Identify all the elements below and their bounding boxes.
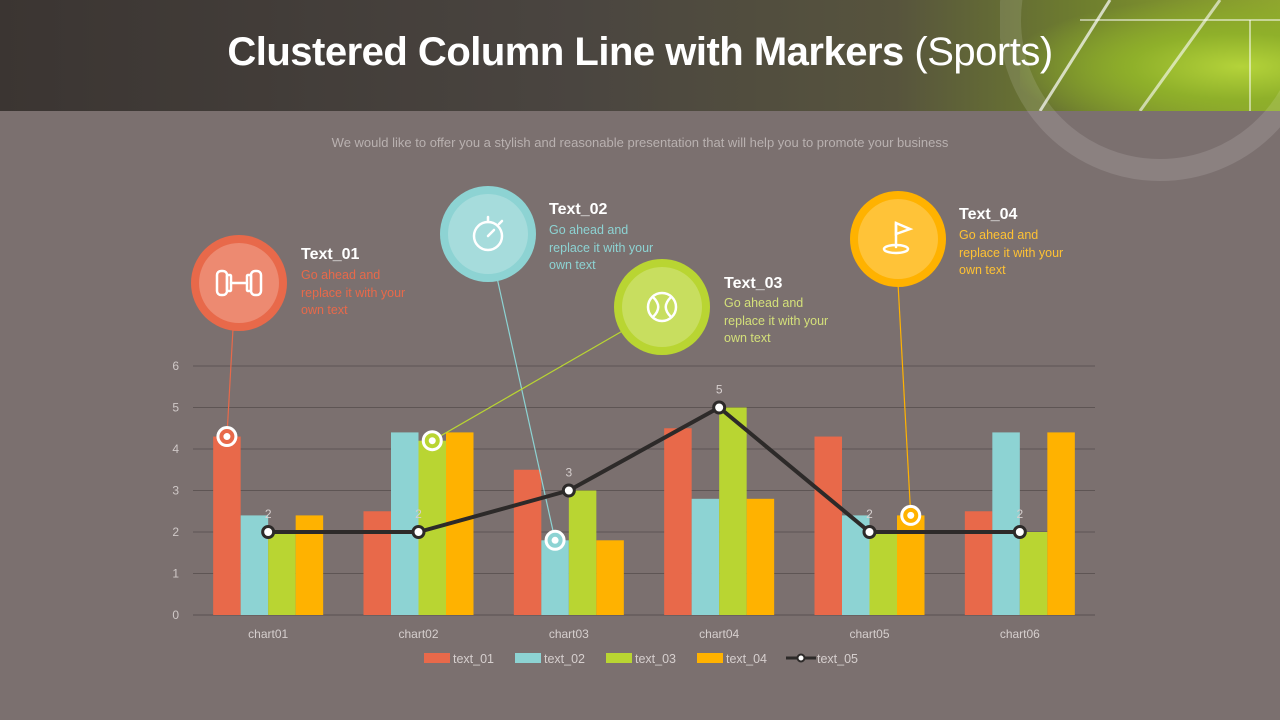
bar-text_04-chart04 <box>746 498 775 615</box>
bar-text_02-chart02 <box>391 432 419 615</box>
golf-flag-icon <box>882 221 914 255</box>
bar-text_03-chart05 <box>869 532 897 615</box>
callout-bubble-inner <box>858 199 938 279</box>
callout-title-text-03: Text_03 <box>724 275 783 292</box>
legend-swatch-text_04 <box>697 653 723 663</box>
y-tick-label: 4 <box>172 442 179 456</box>
bar-text_01-chart01 <box>213 436 241 615</box>
page-subtitle: We would like to offer you a stylish and… <box>331 135 949 150</box>
tennis-court-image <box>1020 0 1280 111</box>
callout-connector <box>226 310 235 437</box>
line-marker <box>261 525 276 539</box>
callout-target-dot <box>223 433 231 441</box>
flag <box>894 221 914 236</box>
x-tick-label: chart05 <box>849 627 889 641</box>
callout-title-text-01: Text_01 <box>301 246 360 263</box>
legend-label-text_03: text_03 <box>635 652 676 666</box>
ball-outline <box>646 291 678 323</box>
callout-bubble-outer <box>850 191 946 287</box>
y-tick-label: 0 <box>172 608 179 622</box>
callout-bubble-outer <box>440 186 536 282</box>
bar-text_01-chart05 <box>814 436 842 615</box>
legend-swatch-text_03 <box>606 653 632 663</box>
legend-swatch-text_01 <box>424 653 450 663</box>
callout-target-dot <box>551 536 559 544</box>
callout-connector <box>431 321 639 442</box>
callout-body-text-03: Go ahead and replace it with your own te… <box>724 296 829 345</box>
ball-seam <box>651 295 660 319</box>
callout-body-text-02: Go ahead and replace it with your own te… <box>549 223 654 272</box>
y-tick-label: 5 <box>172 401 179 415</box>
line-data-label: 5 <box>716 383 723 397</box>
line-marker <box>1012 525 1027 539</box>
line-data-label: 2 <box>866 507 873 521</box>
bar-text_01-chart06 <box>964 511 993 615</box>
line-marker <box>712 400 727 415</box>
x-tick-label: chart02 <box>398 627 438 641</box>
x-tick-label: chart03 <box>549 627 589 641</box>
callout-body-text-01: Go ahead and replace it with your own te… <box>301 268 406 317</box>
line-marker <box>561 483 576 498</box>
callout-title-text-04: Text_04 <box>959 206 1018 223</box>
stopwatch-hand <box>486 228 496 238</box>
x-tick-label: chart06 <box>1000 627 1040 641</box>
line-data-label: 3 <box>565 466 572 480</box>
callout-target-dot <box>428 437 436 445</box>
dumbbell-icon <box>215 269 263 297</box>
line-marker <box>411 525 426 539</box>
line-data-label: 2 <box>415 507 422 521</box>
tennis-ball-watermark <box>1000 0 1280 181</box>
header-banner <box>0 0 1280 111</box>
line-data-label: 2 <box>265 507 272 521</box>
court-lines-decoration <box>1038 0 1280 111</box>
y-tick-label: 6 <box>172 359 179 373</box>
legend-label-text_01: text_01 <box>453 652 494 666</box>
line-text_05 <box>268 405 1020 534</box>
bar-text_04-chart03 <box>596 540 624 615</box>
line-data-label: 2 <box>1016 507 1023 521</box>
ball-seam <box>664 295 673 319</box>
y-tick-label: 1 <box>172 567 179 581</box>
legend-label-text_04: text_04 <box>726 652 767 666</box>
callout-connector <box>896 264 912 516</box>
bar-text_03-chart06 <box>1019 532 1048 615</box>
x-tick-label: chart01 <box>248 627 288 641</box>
y-tick-label: 2 <box>172 525 179 539</box>
callout-connector <box>493 263 556 541</box>
x-tick-label: chart04 <box>699 627 739 641</box>
legend-label-text_05: text_05 <box>817 652 858 666</box>
bar-text_03-chart03 <box>568 490 597 615</box>
bar-text_02-chart04 <box>691 498 720 615</box>
bar-text_02-chart03 <box>541 540 569 615</box>
page-title: Clustered Column Line with Markers (Spor… <box>227 30 1053 74</box>
stopwatch-icon <box>472 215 504 252</box>
callout-target-dot <box>907 511 915 519</box>
bar-text_04-chart06 <box>1047 432 1075 615</box>
bar-text_01-chart03 <box>513 469 542 615</box>
y-tick-label: 3 <box>172 484 179 498</box>
bar-text_03-chart01 <box>268 532 296 615</box>
stopwatch-button <box>497 219 504 226</box>
callout-body-text-04: Go ahead and replace it with your own te… <box>959 228 1064 277</box>
bar-text_01-chart02 <box>363 511 391 615</box>
callout-bubble-inner <box>622 267 702 347</box>
legend-swatch-text_02 <box>515 653 541 663</box>
tennis-ball-icon <box>646 291 678 323</box>
callout-title-text-02: Text_02 <box>549 201 608 218</box>
bar-text_03-chart04 <box>719 407 747 615</box>
bar-text_01-chart04 <box>664 428 692 615</box>
legend-marker <box>796 653 806 663</box>
legend-label-text_02: text_02 <box>544 652 585 666</box>
bar-text_02-chart06 <box>992 432 1020 615</box>
callout-bubble-outer <box>614 259 710 355</box>
line-marker <box>862 525 877 539</box>
golf-hole <box>882 243 910 255</box>
callout-bubble-inner <box>448 194 528 274</box>
